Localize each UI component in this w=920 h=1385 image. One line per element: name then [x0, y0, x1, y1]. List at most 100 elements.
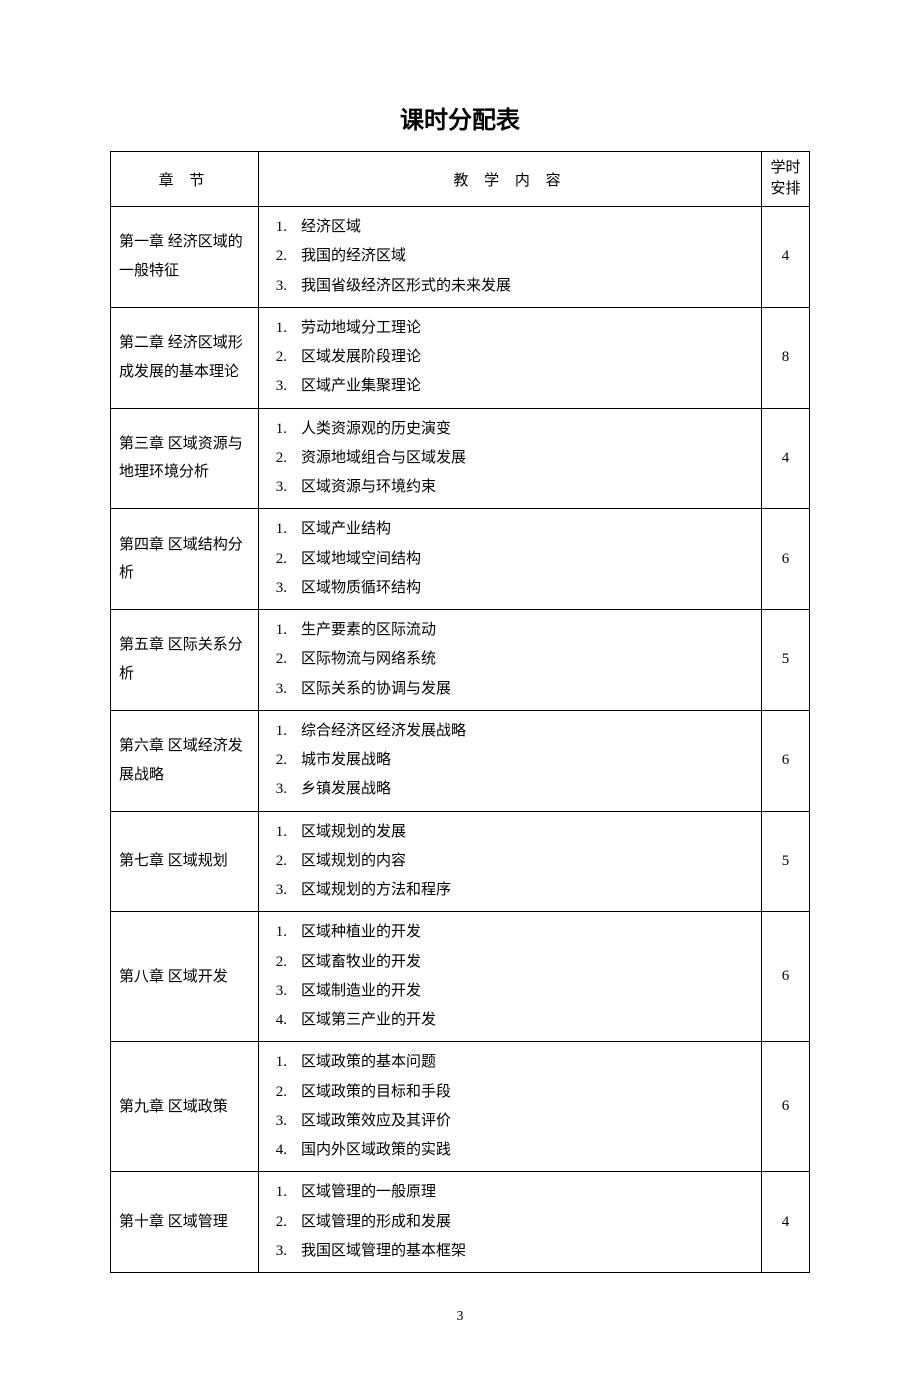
- table-row: 第五章 区际关系分析 1.生产要素的区际流动2.区际物流与网络系统3.区际关系的协…: [111, 610, 810, 711]
- item-text: 区际关系的协调与发展: [301, 675, 451, 704]
- content-list: 1.区域规划的发展2.区域规划的内容3.区域规划的方法和程序: [263, 818, 753, 906]
- content-list: 1.区域管理的一般原理2.区域管理的形成和发展3.我国区域管理的基本框架: [263, 1178, 753, 1266]
- content-list: 1.区域政策的基本问题2.区域政策的目标和手段3.区域政策效应及其评价4.国内外…: [263, 1048, 753, 1165]
- item-number: 1.: [267, 717, 301, 746]
- item-number: 3.: [267, 272, 301, 301]
- item-text: 人类资源观的历史演变: [301, 415, 451, 444]
- table-row: 第六章 区域经济发展战略 1.综合经济区经济发展战略2.城市发展战略3.乡镇发展战…: [111, 710, 810, 811]
- hours-cell: 4: [762, 207, 810, 308]
- list-item: 2.区域管理的形成和发展: [267, 1208, 753, 1237]
- item-number: 3.: [267, 876, 301, 905]
- list-item: 2.资源地域组合与区域发展: [267, 444, 753, 473]
- chapter-cell: 第六章 区域经济发展战略: [111, 710, 259, 811]
- hours-cell: 6: [762, 912, 810, 1042]
- list-item: 1.区域规划的发展: [267, 818, 753, 847]
- item-text: 区域地域空间结构: [301, 545, 421, 574]
- item-number: 2.: [267, 343, 301, 372]
- item-text: 区域种植业的开发: [301, 918, 421, 947]
- list-item: 3.区域制造业的开发: [267, 977, 753, 1006]
- item-number: 3.: [267, 473, 301, 502]
- list-item: 2.区域规划的内容: [267, 847, 753, 876]
- table-row: 第三章 区域资源与地理环境分析1.人类资源观的历史演变2.资源地域组合与区域发展…: [111, 408, 810, 509]
- table-row: 第十章 区域管理1.区域管理的一般原理2.区域管理的形成和发展3.我国区域管理的…: [111, 1172, 810, 1273]
- item-text: 区域资源与环境约束: [301, 473, 436, 502]
- content-cell: 1.劳动地域分工理论2.区域发展阶段理论3.区域产业集聚理论: [259, 307, 762, 408]
- item-text: 区域政策效应及其评价: [301, 1107, 451, 1136]
- hours-cell: 6: [762, 509, 810, 610]
- content-cell: 1.人类资源观的历史演变2.资源地域组合与区域发展3.区域资源与环境约束: [259, 408, 762, 509]
- header-hours: 学时 安排: [762, 152, 810, 207]
- item-text: 我国的经济区域: [301, 242, 406, 271]
- table-row: 第七章 区域规划1.区域规划的发展2.区域规划的内容3.区域规划的方法和程序5: [111, 811, 810, 912]
- chapter-cell: 第九章 区域政策: [111, 1042, 259, 1172]
- hours-cell: 5: [762, 811, 810, 912]
- item-text: 城市发展战略: [301, 746, 391, 775]
- item-text: 国内外区域政策的实践: [301, 1136, 451, 1165]
- hours-cell: 4: [762, 1172, 810, 1273]
- item-number: 2.: [267, 645, 301, 674]
- chapter-cell: 第一章 经济区域的一般特征: [111, 207, 259, 308]
- item-text: 区域规划的方法和程序: [301, 876, 451, 905]
- chapter-cell: 第四章 区域结构分析: [111, 509, 259, 610]
- list-item: 1.综合经济区经济发展战略: [267, 717, 753, 746]
- list-item: 3.我国省级经济区形式的未来发展: [267, 272, 753, 301]
- content-cell: 1.区域政策的基本问题2.区域政策的目标和手段3.区域政策效应及其评价4.国内外…: [259, 1042, 762, 1172]
- header-chapter: 章 节: [111, 152, 259, 207]
- item-number: 3.: [267, 775, 301, 804]
- item-number: 1.: [267, 1178, 301, 1207]
- item-number: 3.: [267, 372, 301, 401]
- item-number: 1.: [267, 213, 301, 242]
- list-item: 2.区域发展阶段理论: [267, 343, 753, 372]
- item-text: 区际物流与网络系统: [301, 645, 436, 674]
- item-text: 经济区域: [301, 213, 361, 242]
- item-number: 2.: [267, 444, 301, 473]
- item-text: 区域规划的发展: [301, 818, 406, 847]
- header-hours-line2: 安排: [770, 181, 800, 197]
- list-item: 1.区域产业结构: [267, 515, 753, 544]
- item-text: 区域产业集聚理论: [301, 372, 421, 401]
- item-text: 区域政策的目标和手段: [301, 1078, 451, 1107]
- hours-cell: 6: [762, 710, 810, 811]
- item-text: 我国省级经济区形式的未来发展: [301, 272, 511, 301]
- hours-cell: 8: [762, 307, 810, 408]
- item-number: 3.: [267, 574, 301, 603]
- chapter-cell: 第五章 区际关系分析: [111, 610, 259, 711]
- list-item: 2.城市发展战略: [267, 746, 753, 775]
- item-number: 4.: [267, 1006, 301, 1035]
- item-number: 1.: [267, 415, 301, 444]
- item-number: 1.: [267, 616, 301, 645]
- item-number: 2.: [267, 847, 301, 876]
- content-list: 1.劳动地域分工理论2.区域发展阶段理论3.区域产业集聚理论: [263, 314, 753, 402]
- chapter-cell: 第八章 区域开发: [111, 912, 259, 1042]
- item-number: 2.: [267, 948, 301, 977]
- list-item: 3.我国区域管理的基本框架: [267, 1237, 753, 1266]
- item-text: 区域产业结构: [301, 515, 391, 544]
- header-hours-line1: 学时: [770, 160, 800, 176]
- item-text: 区域管理的形成和发展: [301, 1208, 451, 1237]
- item-number: 1.: [267, 1048, 301, 1077]
- table-header-row: 章 节 教 学 内 容 学时 安排: [111, 152, 810, 207]
- page-title: 课时分配表: [110, 100, 810, 135]
- item-number: 3.: [267, 1107, 301, 1136]
- item-text: 生产要素的区际流动: [301, 616, 436, 645]
- chapter-cell: 第二章 经济区域形成发展的基本理论: [111, 307, 259, 408]
- content-list: 1.人类资源观的历史演变2.资源地域组合与区域发展3.区域资源与环境约束: [263, 415, 753, 503]
- list-item: 4.区域第三产业的开发: [267, 1006, 753, 1035]
- item-number: 3.: [267, 977, 301, 1006]
- list-item: 2.区域政策的目标和手段: [267, 1078, 753, 1107]
- list-item: 3.乡镇发展战略: [267, 775, 753, 804]
- page-number: 3: [110, 1309, 810, 1325]
- list-item: 3.区际关系的协调与发展: [267, 675, 753, 704]
- item-number: 2.: [267, 746, 301, 775]
- hours-cell: 5: [762, 610, 810, 711]
- content-cell: 1.经济区域2.我国的经济区域3.我国省级经济区形式的未来发展: [259, 207, 762, 308]
- item-number: 4.: [267, 1136, 301, 1165]
- table-row: 第八章 区域开发1.区域种植业的开发2.区域畜牧业的开发3.区域制造业的开发4.…: [111, 912, 810, 1042]
- list-item: 1.区域管理的一般原理: [267, 1178, 753, 1207]
- list-item: 2.区际物流与网络系统: [267, 645, 753, 674]
- list-item: 3.区域规划的方法和程序: [267, 876, 753, 905]
- item-text: 区域畜牧业的开发: [301, 948, 421, 977]
- list-item: 3.区域政策效应及其评价: [267, 1107, 753, 1136]
- item-number: 3.: [267, 675, 301, 704]
- table-row: 第四章 区域结构分析1.区域产业结构2.区域地域空间结构3.区域物质循环结构6: [111, 509, 810, 610]
